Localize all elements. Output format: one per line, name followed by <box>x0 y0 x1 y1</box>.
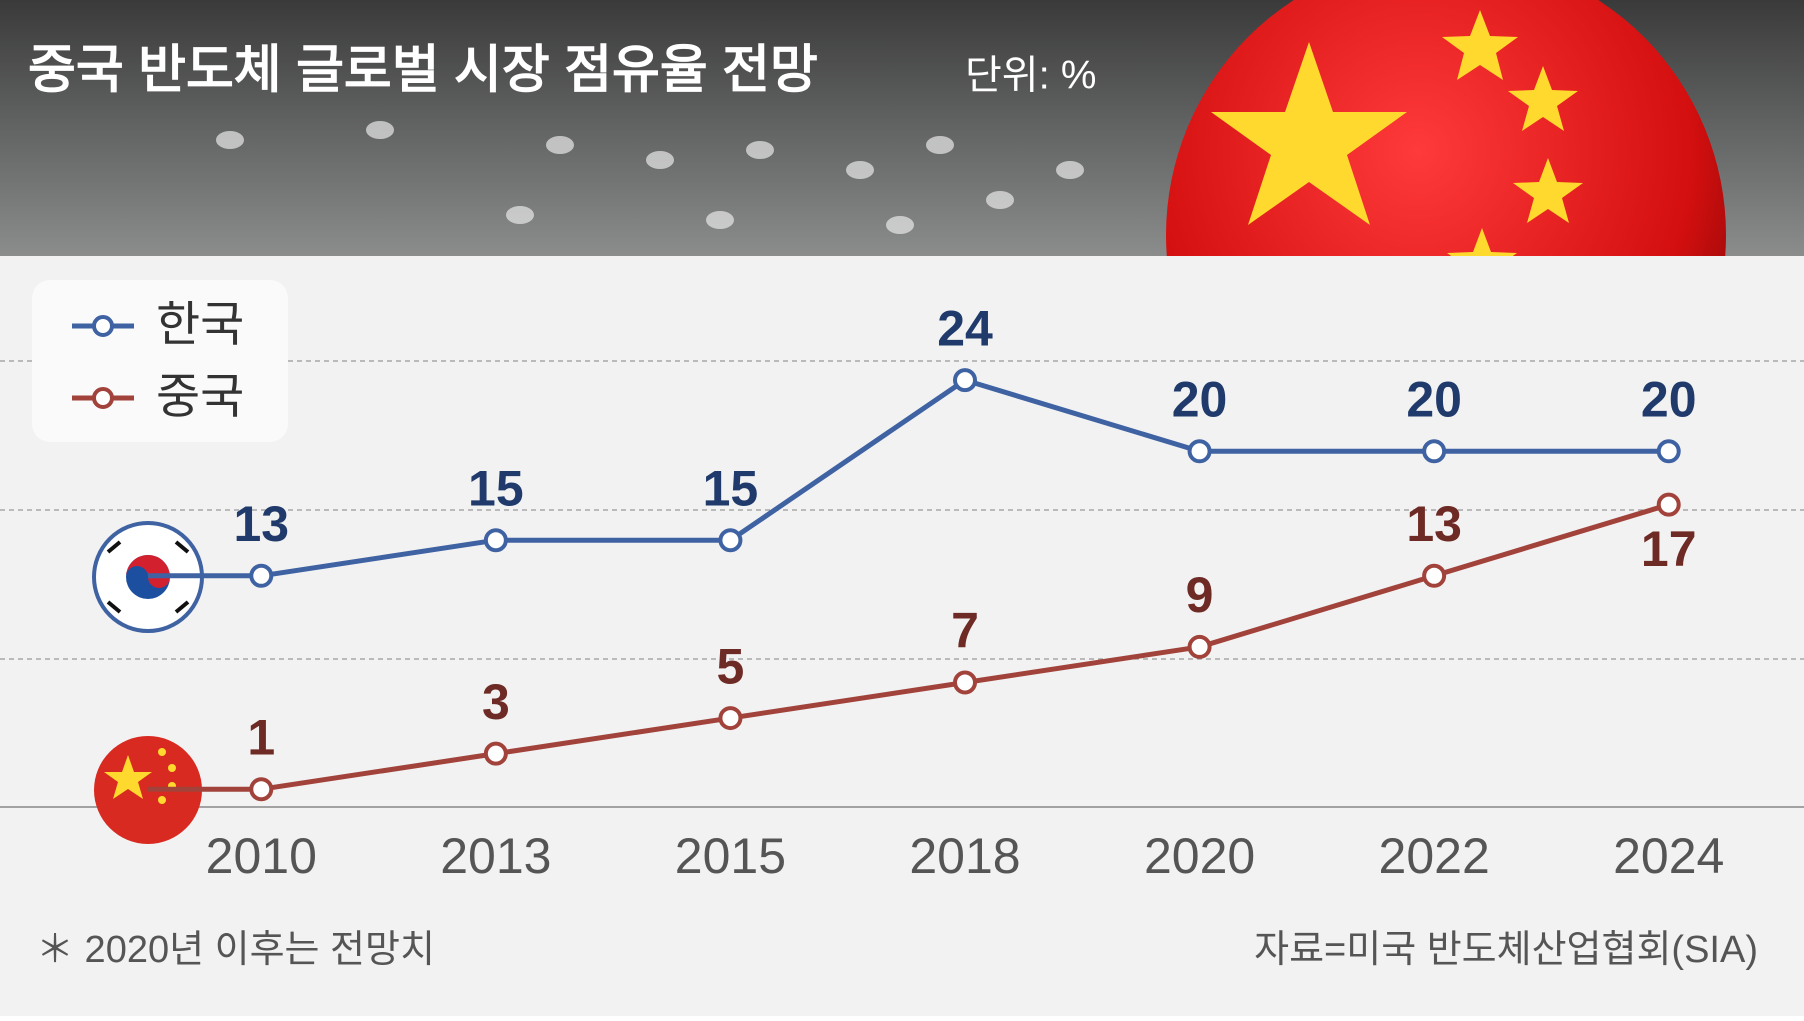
legend-marker <box>92 387 114 409</box>
data-point <box>249 563 274 588</box>
data-point <box>1422 439 1447 464</box>
value-label: 20 <box>1406 371 1462 427</box>
data-point <box>1422 563 1447 588</box>
x-tick-label: 2010 <box>206 828 317 884</box>
value-label: 24 <box>937 300 993 356</box>
value-label: 1 <box>247 709 275 765</box>
data-point <box>483 528 508 553</box>
value-label: 20 <box>1641 371 1697 427</box>
x-tick-label: 2015 <box>675 828 786 884</box>
value-label: 15 <box>468 460 524 516</box>
value-label: 9 <box>1186 567 1214 623</box>
value-label: 15 <box>703 460 759 516</box>
x-tick-label: 2018 <box>909 828 1020 884</box>
data-point <box>1187 634 1212 659</box>
value-label: 17 <box>1641 521 1697 577</box>
data-point <box>1656 439 1681 464</box>
x-tick-label: 2022 <box>1379 828 1490 884</box>
footnote: ＊ 2020년 이후는 전망치 <box>36 929 435 971</box>
value-label: 13 <box>233 496 289 552</box>
data-point <box>249 777 274 802</box>
data-point <box>1187 439 1212 464</box>
background-lines <box>0 360 1804 660</box>
data-point <box>953 368 977 393</box>
header-art <box>216 0 1726 256</box>
value-label: 7 <box>951 603 979 659</box>
data-point <box>953 670 977 695</box>
legend-label: 중국 <box>156 371 244 424</box>
data-point <box>483 741 508 766</box>
value-label: 20 <box>1172 371 1228 427</box>
x-tick-label: 2024 <box>1613 828 1724 884</box>
x-tick-label: 2013 <box>440 828 551 884</box>
value-label: 3 <box>482 674 510 730</box>
unit-label: 단위: % <box>965 54 1096 98</box>
legend-label: 한국 <box>156 299 244 352</box>
value-label: 5 <box>717 638 745 694</box>
value-label: 13 <box>1406 496 1462 552</box>
data-point <box>1656 492 1681 517</box>
x-tick-label: 2020 <box>1144 828 1255 884</box>
data-point <box>718 528 743 553</box>
legend-marker <box>92 315 114 337</box>
source-note: 자료=미국 반도체산업협회(SIA) <box>1254 929 1758 971</box>
chart-title: 중국 반도체 글로벌 시장 점유율 전망 <box>28 42 818 100</box>
data-point <box>718 706 743 731</box>
